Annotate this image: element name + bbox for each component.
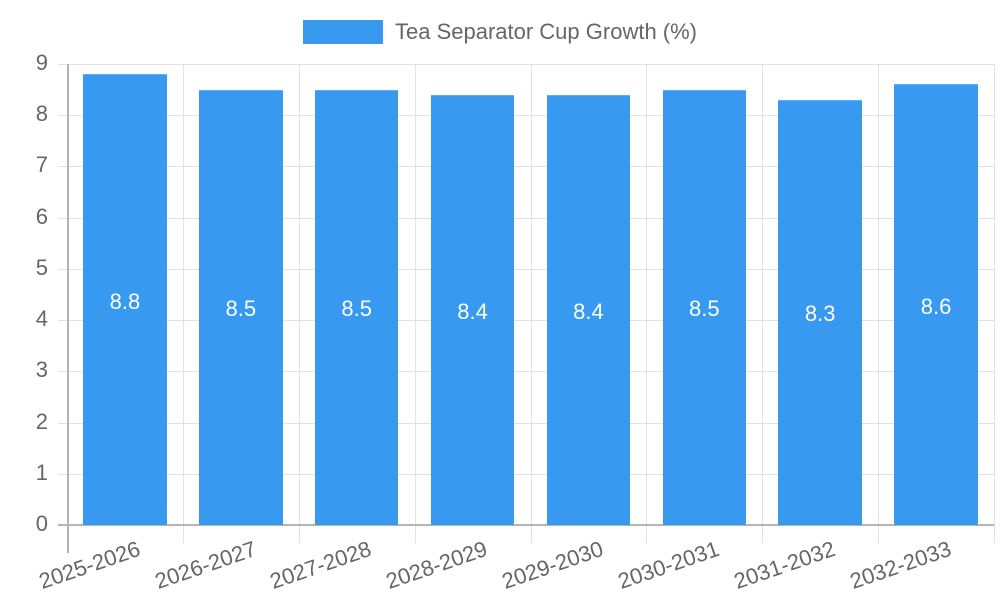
gridline-vertical <box>878 64 880 543</box>
gridline-horizontal <box>58 64 994 65</box>
gridline-horizontal <box>58 217 994 219</box>
x-tick-label: 2027-2028 <box>267 536 375 594</box>
y-axis <box>67 64 69 553</box>
bar[interactable]: 8.5 <box>199 89 283 525</box>
gridline-horizontal <box>58 268 994 270</box>
y-tick-label: 9 <box>35 50 48 75</box>
gridline-horizontal <box>58 320 994 322</box>
y-tick-label: 8 <box>35 101 48 127</box>
y-tick-label: 1 <box>35 459 48 485</box>
y-tick-label: 7 <box>35 152 48 178</box>
y-tick-label: 5 <box>35 254 48 280</box>
x-tick-label: 2029-2030 <box>498 536 607 594</box>
bar[interactable]: 8.8 <box>83 74 167 525</box>
gridline-vertical <box>646 64 648 543</box>
gridline-horizontal <box>58 473 994 475</box>
bar-value-label: 8.8 <box>109 288 141 314</box>
y-tick-label: 6 <box>35 203 48 229</box>
y-tick-label: 3 <box>35 357 48 383</box>
gridline-vertical <box>182 64 184 543</box>
x-tick-label: 2025-2026 <box>35 536 144 594</box>
bar-value-label: 8.5 <box>225 296 257 322</box>
bar[interactable]: 8.5 <box>314 89 399 525</box>
legend-swatch[interactable] <box>302 20 383 44</box>
bar-value-label: 8.6 <box>920 293 952 319</box>
x-tick-label: 2026-2027 <box>151 536 259 594</box>
x-tick-label: 2030-2031 <box>614 536 723 594</box>
y-tick-label: 4 <box>35 306 48 332</box>
gridline-vertical <box>994 64 995 543</box>
legend-label[interactable]: Tea Separator Cup Growth (%) <box>394 19 698 44</box>
gridline-vertical <box>762 64 764 543</box>
bar-value-label: 8.4 <box>573 298 604 324</box>
bar-value-label: 8.3 <box>804 301 836 327</box>
gridline-vertical <box>414 64 416 543</box>
gridline-horizontal <box>58 422 994 424</box>
bar-value-label: 8.5 <box>341 296 372 322</box>
y-tick-label: 2 <box>35 408 48 434</box>
bar-value-label: 8.4 <box>457 298 488 324</box>
gridline-vertical <box>530 64 532 543</box>
x-tick-label: 2028-2029 <box>383 536 491 594</box>
bar[interactable]: 8.4 <box>430 94 515 525</box>
chart-legend: Tea Separator Cup Growth (%) <box>0 19 1000 45</box>
bar[interactable]: 8.6 <box>894 84 978 525</box>
x-tick-label: 2032-2033 <box>846 536 955 594</box>
bar[interactable]: 8.3 <box>778 99 862 525</box>
gridline-vertical <box>298 64 300 543</box>
x-axis <box>58 524 994 526</box>
x-tick-label: 2031-2032 <box>730 536 839 594</box>
bar[interactable]: 8.5 <box>662 89 747 525</box>
y-tick-label: 0 <box>35 511 48 536</box>
gridline-horizontal <box>58 115 994 117</box>
bar[interactable]: 8.4 <box>546 94 631 525</box>
bar-value-label: 8.5 <box>689 296 720 322</box>
gridline-horizontal <box>58 166 994 168</box>
gridline-horizontal <box>58 371 994 373</box>
